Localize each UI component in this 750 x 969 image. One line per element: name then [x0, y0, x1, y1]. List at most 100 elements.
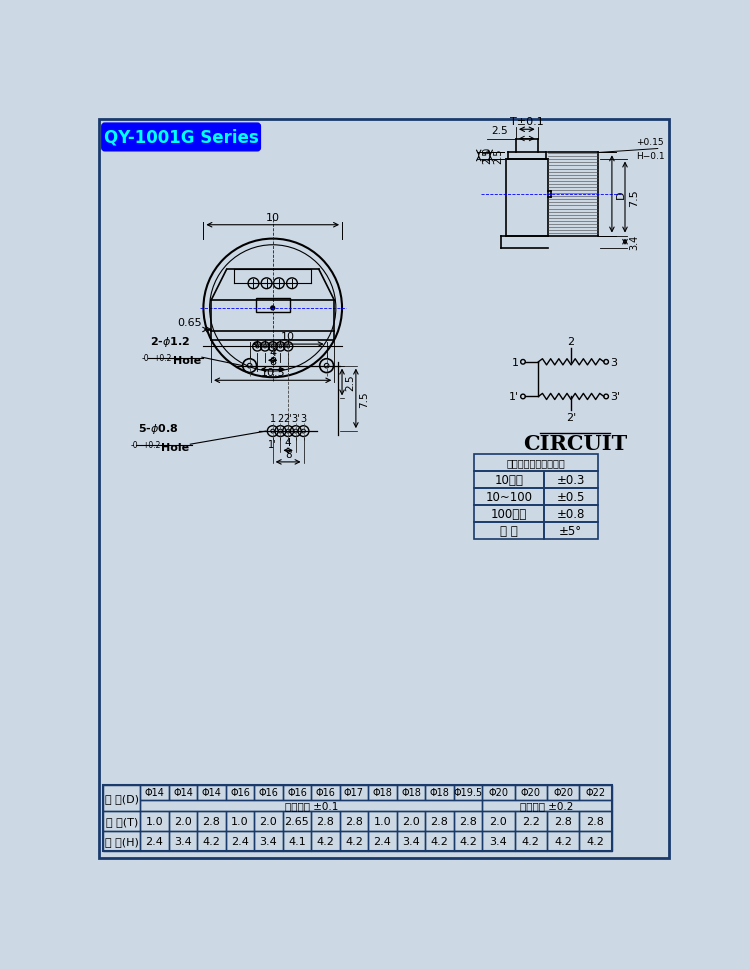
Bar: [140, 830, 169, 851]
Bar: [197, 811, 226, 830]
Text: 2.0: 2.0: [174, 816, 192, 826]
Bar: [311, 811, 340, 830]
Bar: [397, 785, 425, 800]
Bar: [311, 830, 340, 851]
Bar: [475, 472, 544, 488]
Text: Φ16: Φ16: [316, 788, 335, 797]
Text: 10: 10: [266, 212, 280, 223]
Text: 3.4: 3.4: [402, 836, 420, 846]
Text: 3.4: 3.4: [260, 836, 278, 846]
Text: Φ17: Φ17: [344, 788, 364, 797]
Text: ±0.8: ±0.8: [556, 508, 585, 520]
Bar: [454, 785, 482, 800]
Bar: [579, 811, 611, 830]
Text: Φ14: Φ14: [173, 788, 193, 797]
Text: 3.4: 3.4: [628, 234, 639, 250]
Text: 4.2: 4.2: [586, 836, 604, 846]
Bar: [169, 811, 197, 830]
Text: 2.2: 2.2: [522, 816, 539, 826]
Text: 2.5: 2.5: [491, 126, 508, 136]
Text: +0.15: +0.15: [636, 138, 664, 147]
Bar: [197, 785, 226, 800]
Text: 角 度: 角 度: [500, 524, 518, 538]
Text: Φ18: Φ18: [430, 788, 449, 797]
Text: T±0.1: T±0.1: [510, 117, 544, 127]
Bar: [169, 785, 197, 800]
Bar: [104, 785, 140, 811]
Bar: [475, 454, 598, 472]
Text: 4.2: 4.2: [430, 836, 448, 846]
Text: 2.8: 2.8: [430, 816, 448, 826]
Text: 1.0: 1.0: [482, 145, 492, 161]
Bar: [475, 488, 544, 506]
Text: 10以下: 10以下: [495, 474, 524, 486]
Bar: [283, 785, 311, 800]
Text: Φ16: Φ16: [287, 788, 307, 797]
Bar: [311, 785, 340, 800]
Bar: [514, 830, 547, 851]
Text: 1': 1': [509, 392, 519, 402]
Bar: [579, 830, 611, 851]
Text: 2': 2': [566, 413, 576, 422]
Text: H−0.1: H−0.1: [636, 152, 664, 161]
Bar: [283, 811, 311, 830]
Text: 未指定容許尺寸之公差: 未指定容許尺寸之公差: [507, 458, 566, 468]
Text: 4: 4: [269, 348, 276, 358]
Bar: [454, 811, 482, 830]
Text: 2.0: 2.0: [260, 816, 278, 826]
Text: +0.2: +0.2: [142, 441, 160, 450]
Text: 2.4: 2.4: [146, 836, 164, 846]
Bar: [226, 785, 254, 800]
Bar: [547, 830, 579, 851]
Text: 4.1: 4.1: [288, 836, 306, 846]
Text: 4.2: 4.2: [554, 836, 572, 846]
Text: 1: 1: [270, 414, 276, 424]
Text: Φ16: Φ16: [259, 788, 278, 797]
Text: 4.2: 4.2: [459, 836, 477, 846]
Text: 1.0: 1.0: [146, 816, 164, 826]
Text: Φ18: Φ18: [373, 788, 392, 797]
Text: 3.4: 3.4: [174, 836, 192, 846]
Circle shape: [271, 306, 274, 310]
Bar: [544, 472, 598, 488]
Text: 10.5: 10.5: [260, 368, 285, 378]
Text: Φ19.5: Φ19.5: [453, 788, 482, 797]
Bar: [340, 785, 368, 800]
Bar: [340, 811, 368, 830]
Text: 7.5: 7.5: [359, 391, 369, 407]
Bar: [140, 785, 169, 800]
Text: 0.65: 0.65: [177, 318, 202, 328]
Bar: [368, 830, 397, 851]
Bar: [475, 522, 544, 540]
Text: Φ20: Φ20: [488, 788, 508, 797]
Text: 2.0: 2.0: [402, 816, 420, 826]
Text: 2.8: 2.8: [316, 816, 334, 826]
Bar: [547, 811, 579, 830]
Text: 3': 3': [292, 414, 300, 424]
Text: -0: -0: [130, 441, 138, 450]
Bar: [368, 785, 397, 800]
Text: Φ18: Φ18: [401, 788, 421, 797]
Bar: [169, 830, 197, 851]
Bar: [226, 830, 254, 851]
Text: Φ14: Φ14: [202, 788, 221, 797]
Bar: [197, 830, 226, 851]
Text: 2.65: 2.65: [284, 816, 309, 826]
Text: 1.0: 1.0: [374, 816, 392, 826]
Bar: [397, 830, 425, 851]
Text: 2: 2: [278, 414, 284, 424]
Text: -0: -0: [142, 354, 149, 363]
Text: Φ14: Φ14: [145, 788, 164, 797]
Text: Φ16: Φ16: [230, 788, 250, 797]
Text: 3.4: 3.4: [490, 836, 507, 846]
Text: 3: 3: [301, 414, 307, 424]
Text: QY-1001G Series: QY-1001G Series: [104, 129, 259, 147]
Text: 2.8: 2.8: [202, 816, 220, 826]
Bar: [425, 830, 454, 851]
Bar: [425, 785, 454, 800]
Bar: [283, 830, 311, 851]
Text: 4.2: 4.2: [345, 836, 363, 846]
Text: 2-$\phi$1.2: 2-$\phi$1.2: [149, 334, 190, 349]
Text: 2.5: 2.5: [482, 148, 492, 164]
Bar: [104, 811, 140, 830]
